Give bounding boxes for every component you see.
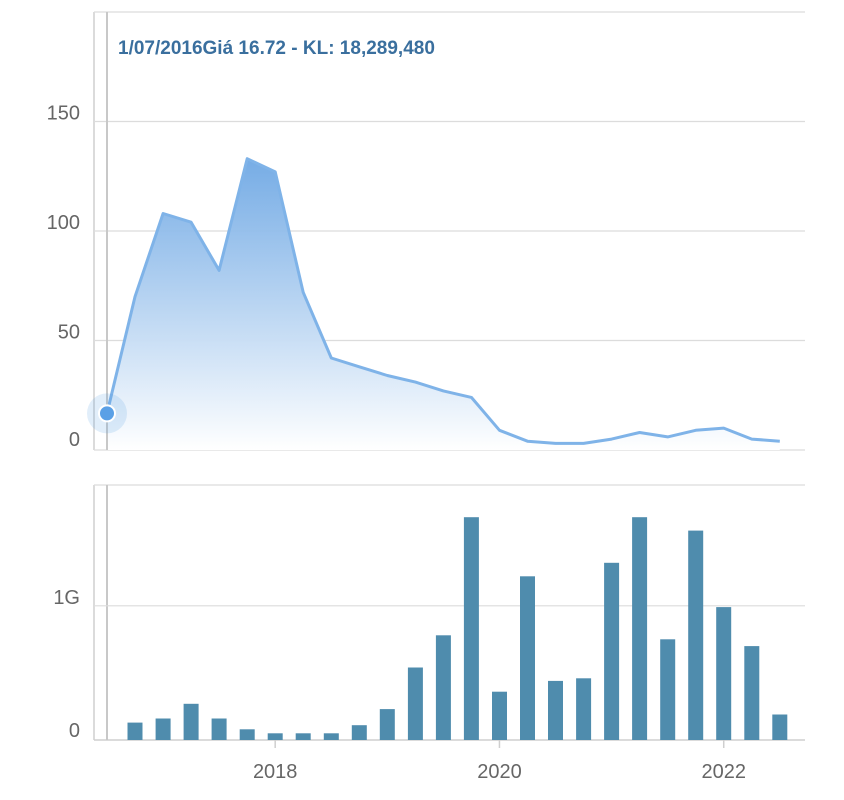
price-y-tick-label: 100 <box>47 212 80 234</box>
price-line <box>105 157 780 445</box>
volume-bar[interactable] <box>435 635 451 740</box>
tooltip: 1/07/2016Giá 16.72 - KL: 18,289,480 <box>118 38 435 59</box>
tooltip-volume: KL: 18,289,480 <box>303 38 435 59</box>
volume-bar[interactable] <box>604 562 620 740</box>
volume-bar[interactable] <box>548 680 563 740</box>
volume-bar[interactable] <box>155 718 171 741</box>
price-y-tick-label: 0 <box>69 429 80 451</box>
volume-bar[interactable] <box>183 703 199 740</box>
price-panel: 0 50 100 150 1/07/2016Giá 16.72 - KL: 18,28… <box>47 11 805 451</box>
price-y-tick-label: 50 <box>58 322 80 344</box>
volume-y-tick-label: 1G <box>53 587 80 609</box>
volume-bar[interactable] <box>716 607 732 740</box>
volume-bar[interactable] <box>267 733 283 740</box>
volume-bar[interactable] <box>211 718 227 741</box>
volume-bar[interactable] <box>379 709 395 740</box>
volume-bar[interactable] <box>351 725 367 740</box>
volume-panel: 0 1G 2018 2020 2022 <box>53 484 805 783</box>
highlight-marker[interactable] <box>98 404 116 423</box>
tooltip-price: Giá 16.72 <box>203 38 286 59</box>
x-tick-label: 2018 <box>253 761 298 783</box>
volume-bar[interactable] <box>660 639 676 740</box>
volume-bar[interactable] <box>520 576 535 740</box>
price-y-tick-label: 150 <box>47 103 80 125</box>
volume-bar[interactable] <box>772 714 788 741</box>
x-tick-label: 2020 <box>477 761 522 783</box>
volume-y-tick-label: 0 <box>69 720 80 742</box>
volume-bar[interactable] <box>295 733 311 740</box>
volume-bar[interactable] <box>632 517 648 740</box>
volume-bar[interactable] <box>127 722 143 740</box>
price-area-fill <box>107 158 780 450</box>
volume-bar[interactable] <box>239 729 255 740</box>
volume-bar[interactable] <box>407 667 423 741</box>
volume-bar[interactable] <box>492 691 507 740</box>
tooltip-separator: - <box>286 38 303 59</box>
volume-bar[interactable] <box>576 678 592 740</box>
volume-bar[interactable] <box>744 646 760 740</box>
volume-bar[interactable] <box>463 517 479 740</box>
volume-bar[interactable] <box>688 530 704 740</box>
tooltip-date: 1/07/2016 <box>118 38 203 59</box>
x-tick-label: 2022 <box>701 761 746 783</box>
volume-bar[interactable] <box>323 733 339 740</box>
